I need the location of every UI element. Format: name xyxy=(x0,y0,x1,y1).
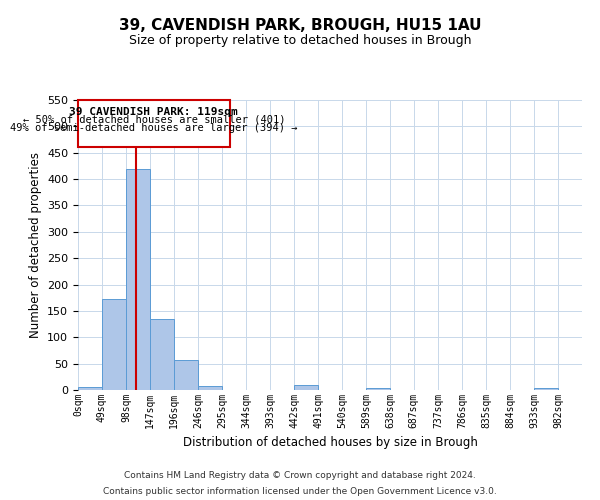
Text: 39 CAVENDISH PARK: 119sqm: 39 CAVENDISH PARK: 119sqm xyxy=(70,107,238,117)
Text: 49% of semi-detached houses are larger (394) →: 49% of semi-detached houses are larger (… xyxy=(10,122,298,132)
Text: Contains public sector information licensed under the Open Government Licence v3: Contains public sector information licen… xyxy=(103,486,497,496)
Bar xyxy=(78,388,102,390)
Bar xyxy=(174,360,198,390)
Y-axis label: Number of detached properties: Number of detached properties xyxy=(29,152,41,338)
Bar xyxy=(78,100,230,148)
Bar xyxy=(102,300,126,390)
Bar xyxy=(126,168,150,390)
Bar xyxy=(150,320,174,390)
Text: Contains HM Land Registry data © Crown copyright and database right 2024.: Contains HM Land Registry data © Crown c… xyxy=(124,472,476,480)
Bar xyxy=(534,388,558,390)
Bar xyxy=(198,386,222,390)
X-axis label: Distribution of detached houses by size in Brough: Distribution of detached houses by size … xyxy=(182,436,478,450)
Text: Size of property relative to detached houses in Brough: Size of property relative to detached ho… xyxy=(129,34,471,47)
Text: 39, CAVENDISH PARK, BROUGH, HU15 1AU: 39, CAVENDISH PARK, BROUGH, HU15 1AU xyxy=(119,18,481,32)
Bar xyxy=(294,386,318,390)
Text: ← 50% of detached houses are smaller (401): ← 50% of detached houses are smaller (40… xyxy=(23,115,285,125)
Bar xyxy=(366,388,390,390)
